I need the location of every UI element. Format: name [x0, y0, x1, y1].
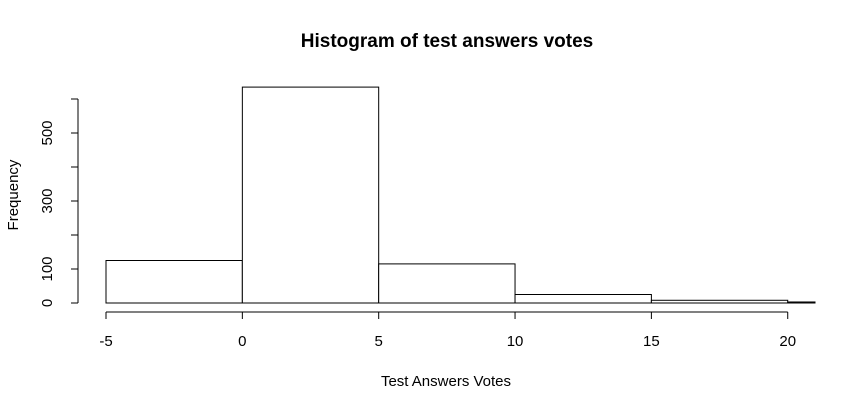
x-axis-label: Test Answers Votes [381, 373, 511, 390]
y-tick-label: 100 [39, 256, 56, 281]
histogram-bar-2 [378, 263, 516, 304]
x-tick-label: 5 [375, 333, 383, 350]
histogram-bar-3 [514, 294, 652, 304]
y-tick-label: 500 [39, 120, 56, 145]
bars-group [105, 86, 816, 304]
histogram-bar-1 [241, 86, 380, 304]
x-tick-label: -5 [99, 333, 112, 350]
x-tick-label: 0 [238, 333, 246, 350]
chart-title: Histogram of test answers votes [301, 31, 593, 52]
x-tick-label: 10 [507, 333, 524, 350]
y-axis-label: Frequency [5, 159, 22, 230]
histogram-bar-4 [650, 299, 789, 304]
histogram-bar-5 [787, 301, 816, 304]
y-tick-label: 0 [39, 299, 56, 307]
y-axis: 0 100 300 500 [39, 98, 79, 307]
histogram-bar-0 [105, 260, 243, 304]
x-tick-label: 20 [779, 333, 796, 350]
y-tick-label: 300 [39, 188, 56, 213]
x-tick-label: 15 [643, 333, 660, 350]
x-axis: -5 0 5 10 15 20 [99, 311, 796, 350]
